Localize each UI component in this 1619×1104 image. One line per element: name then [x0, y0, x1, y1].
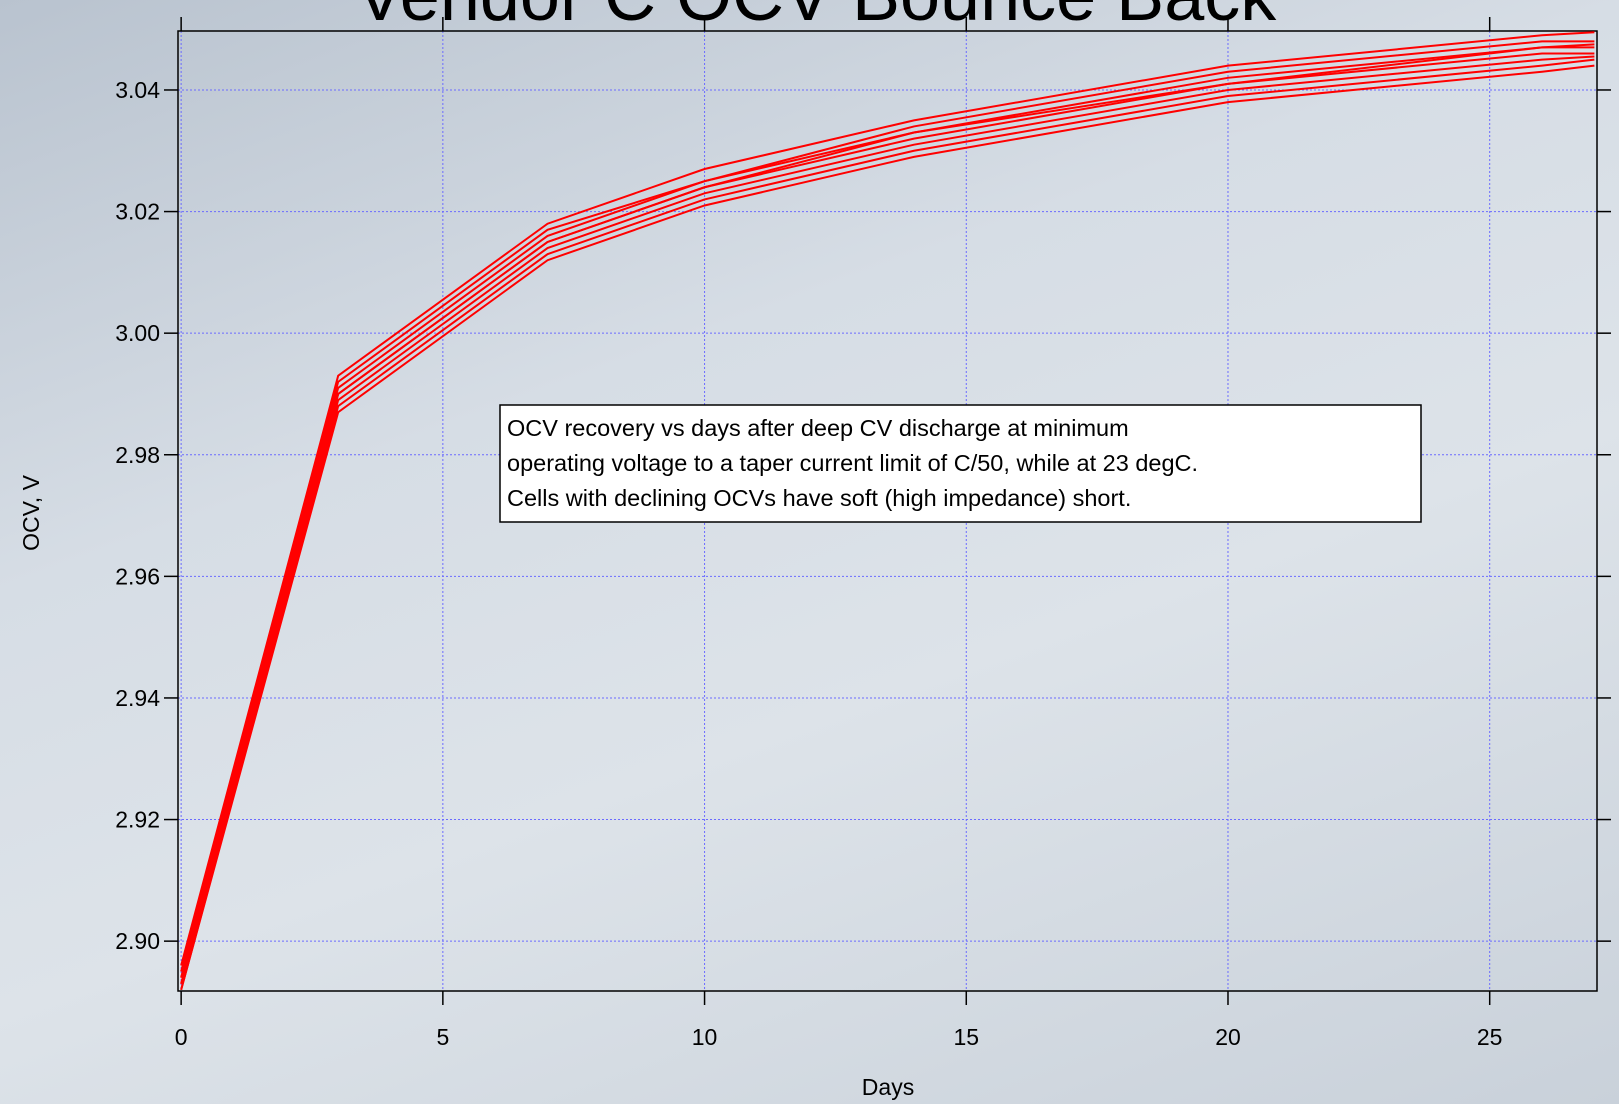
x-axis-label: Days	[862, 1074, 914, 1100]
series-line	[180, 31, 1595, 966]
y-tick-label: 2.92	[115, 807, 160, 833]
series-line	[180, 55, 1595, 984]
x-tick-label: 10	[692, 1024, 718, 1050]
annotation-box	[499, 404, 1422, 523]
series-line	[180, 58, 1595, 991]
y-tick-label: 2.98	[115, 442, 160, 468]
series-line	[180, 64, 1595, 991]
y-axis-label: OCV, V	[18, 474, 44, 551]
x-tick-label: 20	[1215, 1024, 1241, 1050]
x-tick-label: 15	[953, 1024, 979, 1050]
series-line	[180, 43, 1595, 978]
plot-area	[180, 31, 1595, 991]
y-tick-label: 2.90	[115, 928, 160, 954]
series-line	[180, 52, 1595, 984]
series-line	[180, 40, 1595, 972]
annotation-text: Cells with declining OCVs have soft (hig…	[507, 485, 1131, 511]
x-tick-label: 25	[1477, 1024, 1503, 1050]
y-tick-label: 2.94	[115, 685, 160, 711]
y-tick-label: 3.00	[115, 320, 160, 346]
chart-title: Vendor C OCV Bounce Back	[356, 0, 1277, 36]
y-tick-label: 2.96	[115, 563, 160, 589]
y-tick-label: 3.02	[115, 199, 160, 225]
x-tick-label: 0	[175, 1024, 188, 1050]
plot-frame	[177, 30, 1598, 992]
annotation-text: operating voltage to a taper current lim…	[507, 450, 1198, 476]
annotation-text: OCV recovery vs days after deep CV disch…	[507, 415, 1129, 441]
x-tick-label: 5	[436, 1024, 449, 1050]
y-tick-label: 3.04	[115, 77, 160, 103]
